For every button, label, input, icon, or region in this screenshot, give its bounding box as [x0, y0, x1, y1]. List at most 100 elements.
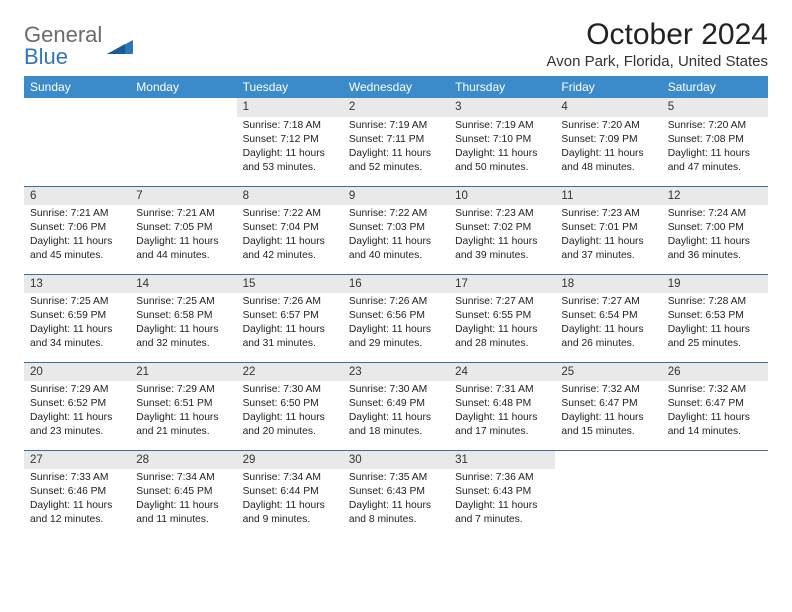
calendar-cell: 25Sunrise: 7:32 AMSunset: 6:47 PMDayligh…	[555, 362, 661, 450]
sunset-line: Sunset: 6:56 PM	[349, 309, 443, 323]
day-details: Sunrise: 7:23 AMSunset: 7:02 PMDaylight:…	[449, 205, 555, 267]
sunset-line: Sunset: 6:59 PM	[30, 309, 124, 323]
calendar-cell: 23Sunrise: 7:30 AMSunset: 6:49 PMDayligh…	[343, 362, 449, 450]
daylight-line: Daylight: 11 hours and 23 minutes.	[30, 411, 124, 439]
calendar-cell: 19Sunrise: 7:28 AMSunset: 6:53 PMDayligh…	[662, 274, 768, 362]
day-number: 29	[237, 451, 343, 470]
sunset-line: Sunset: 6:45 PM	[136, 485, 230, 499]
day-number: 10	[449, 187, 555, 206]
sunset-line: Sunset: 7:04 PM	[243, 221, 337, 235]
day-details: Sunrise: 7:30 AMSunset: 6:49 PMDaylight:…	[343, 381, 449, 443]
day-number: 21	[130, 363, 236, 382]
daylight-line: Daylight: 11 hours and 7 minutes.	[455, 499, 549, 527]
sunset-line: Sunset: 7:02 PM	[455, 221, 549, 235]
sunset-line: Sunset: 6:47 PM	[668, 397, 762, 411]
calendar-cell: 14Sunrise: 7:25 AMSunset: 6:58 PMDayligh…	[130, 274, 236, 362]
sunrise-line: Sunrise: 7:27 AM	[455, 295, 549, 309]
sunrise-line: Sunrise: 7:28 AM	[668, 295, 762, 309]
sunset-line: Sunset: 6:46 PM	[30, 485, 124, 499]
day-number: 16	[343, 275, 449, 294]
brand-part2: Blue	[24, 44, 68, 69]
day-number: 1	[237, 98, 343, 117]
calendar-cell: 17Sunrise: 7:27 AMSunset: 6:55 PMDayligh…	[449, 274, 555, 362]
sunset-line: Sunset: 6:51 PM	[136, 397, 230, 411]
day-number: 20	[24, 363, 130, 382]
sunset-line: Sunset: 7:05 PM	[136, 221, 230, 235]
sunset-line: Sunset: 6:50 PM	[243, 397, 337, 411]
calendar-cell: 16Sunrise: 7:26 AMSunset: 6:56 PMDayligh…	[343, 274, 449, 362]
calendar-cell: 28Sunrise: 7:34 AMSunset: 6:45 PMDayligh…	[130, 450, 236, 538]
calendar-cell: 2Sunrise: 7:19 AMSunset: 7:11 PMDaylight…	[343, 98, 449, 186]
daylight-line: Daylight: 11 hours and 26 minutes.	[561, 323, 655, 351]
day-number: 9	[343, 187, 449, 206]
daylight-line: Daylight: 11 hours and 44 minutes.	[136, 235, 230, 263]
calendar-cell	[662, 450, 768, 538]
sunrise-line: Sunrise: 7:35 AM	[349, 471, 443, 485]
day-number: 4	[555, 98, 661, 117]
brand-mark-icon	[107, 34, 133, 61]
sunset-line: Sunset: 6:43 PM	[455, 485, 549, 499]
calendar-cell: 21Sunrise: 7:29 AMSunset: 6:51 PMDayligh…	[130, 362, 236, 450]
day-number: 13	[24, 275, 130, 294]
daylight-line: Daylight: 11 hours and 18 minutes.	[349, 411, 443, 439]
sunrise-line: Sunrise: 7:21 AM	[136, 207, 230, 221]
calendar-table: SundayMondayTuesdayWednesdayThursdayFrid…	[24, 76, 768, 538]
day-number: 18	[555, 275, 661, 294]
month-title: October 2024	[547, 18, 769, 51]
sunrise-line: Sunrise: 7:18 AM	[243, 119, 337, 133]
weekday-header: Wednesday	[343, 76, 449, 98]
day-details: Sunrise: 7:20 AMSunset: 7:08 PMDaylight:…	[662, 117, 768, 179]
day-details: Sunrise: 7:29 AMSunset: 6:52 PMDaylight:…	[24, 381, 130, 443]
sunrise-line: Sunrise: 7:22 AM	[243, 207, 337, 221]
sunset-line: Sunset: 7:03 PM	[349, 221, 443, 235]
daylight-line: Daylight: 11 hours and 42 minutes.	[243, 235, 337, 263]
day-number: 5	[662, 98, 768, 117]
day-number: 28	[130, 451, 236, 470]
day-number: 23	[343, 363, 449, 382]
sunset-line: Sunset: 6:54 PM	[561, 309, 655, 323]
calendar-row: 27Sunrise: 7:33 AMSunset: 6:46 PM Dayligh…	[24, 450, 768, 538]
sunrise-line: Sunrise: 7:34 AM	[136, 471, 230, 485]
day-details: Sunrise: 7:32 AMSunset: 6:47 PMDaylight:…	[662, 381, 768, 443]
sunrise-line: Sunrise: 7:30 AM	[349, 383, 443, 397]
day-details: Sunrise: 7:25 AMSunset: 6:58 PMDaylight:…	[130, 293, 236, 355]
day-details: Sunrise: 7:32 AMSunset: 6:47 PMDaylight:…	[555, 381, 661, 443]
calendar-cell: 27Sunrise: 7:33 AMSunset: 6:46 PMDayligh…	[24, 450, 130, 538]
day-details: Sunrise: 7:31 AMSunset: 6:48 PMDaylight:…	[449, 381, 555, 443]
day-number	[662, 451, 768, 455]
day-number: 17	[449, 275, 555, 294]
day-details: Sunrise: 7:19 AMSunset: 7:11 PMDaylight:…	[343, 117, 449, 179]
calendar-cell: 4Sunrise: 7:20 AMSunset: 7:09 PMDaylight…	[555, 98, 661, 186]
calendar-cell: 11Sunrise: 7:23 AMSunset: 7:01 PMDayligh…	[555, 186, 661, 274]
sunrise-line: Sunrise: 7:26 AM	[243, 295, 337, 309]
day-details: Sunrise: 7:29 AMSunset: 6:51 PMDaylight:…	[130, 381, 236, 443]
calendar-cell: 22Sunrise: 7:30 AMSunset: 6:50 PMDayligh…	[237, 362, 343, 450]
sunset-line: Sunset: 6:57 PM	[243, 309, 337, 323]
sunset-line: Sunset: 7:11 PM	[349, 133, 443, 147]
day-number: 11	[555, 187, 661, 206]
weekday-header: Sunday	[24, 76, 130, 98]
daylight-line: Daylight: 11 hours and 31 minutes.	[243, 323, 337, 351]
daylight-line: Daylight: 11 hours and 9 minutes.	[243, 499, 337, 527]
daylight-line: Daylight: 11 hours and 29 minutes.	[349, 323, 443, 351]
day-details: Sunrise: 7:34 AMSunset: 6:44 PMDaylight:…	[237, 469, 343, 531]
day-number: 27	[24, 451, 130, 470]
day-details: Sunrise: 7:21 AMSunset: 7:06 PMDaylight:…	[24, 205, 130, 267]
day-number: 31	[449, 451, 555, 470]
day-number: 2	[343, 98, 449, 117]
weekday-header: Thursday	[449, 76, 555, 98]
day-number: 24	[449, 363, 555, 382]
day-details: Sunrise: 7:28 AMSunset: 6:53 PMDaylight:…	[662, 293, 768, 355]
sunrise-line: Sunrise: 7:29 AM	[30, 383, 124, 397]
calendar-cell: 15Sunrise: 7:26 AMSunset: 6:57 PMDayligh…	[237, 274, 343, 362]
daylight-line: Daylight: 11 hours and 39 minutes.	[455, 235, 549, 263]
day-details: Sunrise: 7:24 AMSunset: 7:00 PMDaylight:…	[662, 205, 768, 267]
day-number: 19	[662, 275, 768, 294]
calendar-cell: 6Sunrise: 7:21 AMSunset: 7:06 PMDaylight…	[24, 186, 130, 274]
daylight-line: Daylight: 11 hours and 28 minutes.	[455, 323, 549, 351]
daylight-line: Daylight: 11 hours and 20 minutes.	[243, 411, 337, 439]
day-number: 12	[662, 187, 768, 206]
day-number: 8	[237, 187, 343, 206]
calendar-cell	[555, 450, 661, 538]
sunrise-line: Sunrise: 7:33 AM	[30, 471, 124, 485]
